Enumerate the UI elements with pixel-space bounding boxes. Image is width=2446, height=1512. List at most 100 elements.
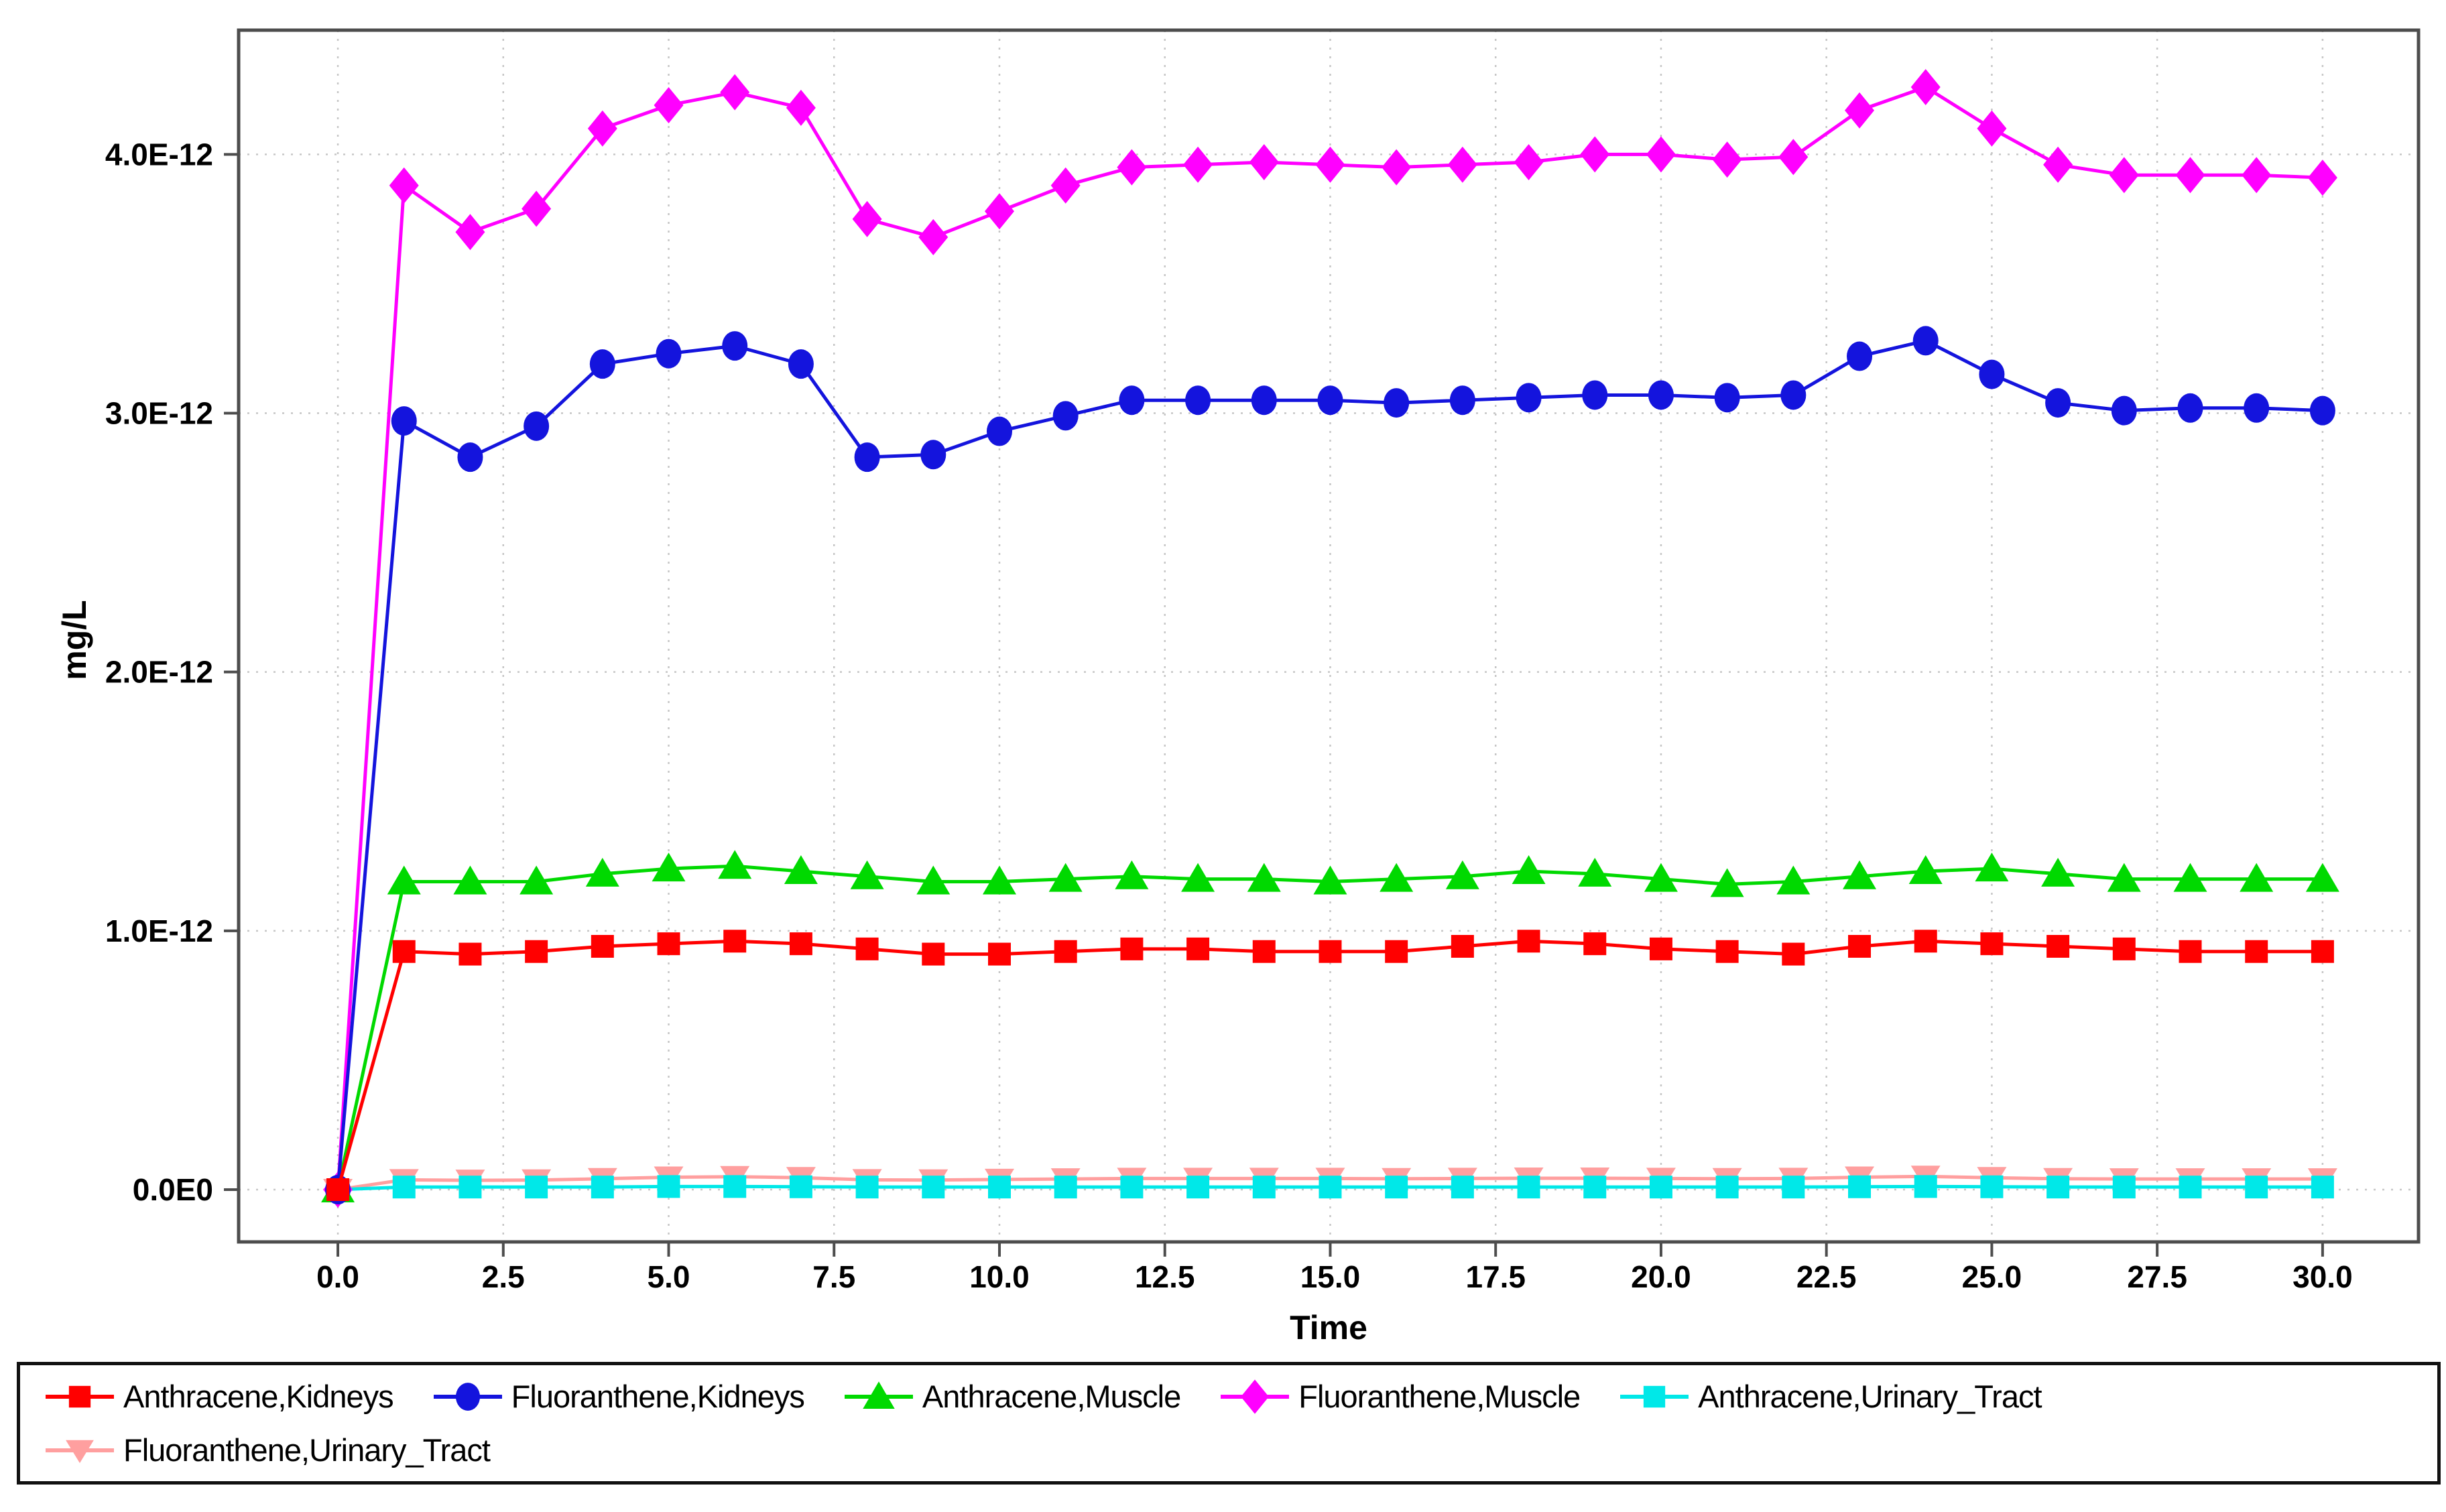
marker-circle xyxy=(1847,341,1873,371)
legend-item: Fluoranthene,Urinary_Tract xyxy=(43,1430,491,1470)
marker-square xyxy=(2311,1176,2334,1199)
marker-circle xyxy=(1052,401,1079,431)
marker-circle xyxy=(722,331,748,361)
marker-square xyxy=(789,932,812,956)
marker-circle xyxy=(920,440,946,470)
marker-diamond xyxy=(984,193,1014,230)
marker-circle xyxy=(1516,383,1542,413)
marker-square xyxy=(1583,1176,1607,1199)
legend-item-label: Fluoranthene,Kidneys xyxy=(511,1379,805,1414)
marker-triangle-up xyxy=(1313,865,1347,895)
marker-square xyxy=(723,930,747,953)
marker-square xyxy=(1914,930,1937,953)
legend-marker-circle-icon xyxy=(433,1382,502,1411)
marker-diamond xyxy=(1241,1379,1270,1414)
marker-triangle-up xyxy=(784,855,818,885)
y-tick-label: 1.0E-12 xyxy=(105,914,213,948)
plot-area: 0.0 2.5 5.0 7.5 10.0 12.5 15.0 17.5 20.0 22.5 25.0… xyxy=(56,28,2421,1346)
marker-diamond xyxy=(786,89,816,126)
marker-triangle-up xyxy=(1048,863,1083,892)
marker-square xyxy=(1715,1176,1739,1199)
marker-diamond xyxy=(1977,110,2007,147)
series-Anthracene,Urinary_Tract xyxy=(326,1175,2334,1201)
legend-marker-diamond-icon xyxy=(1221,1379,1290,1414)
x-axis-title: Time xyxy=(1290,1309,1367,1346)
marker-square xyxy=(922,942,945,966)
marker-triangle-up xyxy=(1445,860,1479,889)
legend-item: Anthracene,Muscle xyxy=(842,1377,1181,1417)
marker-square xyxy=(1451,1176,1474,1199)
series-line xyxy=(336,864,2323,1190)
marker-triangle-up xyxy=(982,865,1016,895)
marker-square xyxy=(1644,1385,1666,1407)
marker-square xyxy=(2112,937,2136,960)
marker-triangle-up xyxy=(1181,863,1215,892)
marker-diamond xyxy=(1249,143,1279,180)
marker-circle xyxy=(1648,380,1674,410)
legend-item-label: Anthracene,Urinary_Tract xyxy=(1698,1379,2042,1414)
series-line xyxy=(336,338,2323,1190)
marker-triangle-up xyxy=(2173,863,2207,892)
legend-item: Fluoranthene,Kidneys xyxy=(431,1377,805,1417)
marker-triangle-up xyxy=(1247,863,1281,892)
marker-triangle-up xyxy=(1380,863,1414,892)
marker-circle xyxy=(854,442,880,472)
marker-circle xyxy=(2177,393,2203,423)
x-tick-label: 15.0 xyxy=(1300,1259,1361,1294)
marker-square xyxy=(855,937,879,960)
marker-square xyxy=(2245,1176,2268,1199)
series-Anthracene,Kidneys xyxy=(326,930,2334,1201)
marker-diamond xyxy=(1910,68,1941,105)
marker-triangle-up xyxy=(1776,865,1811,895)
marker-square xyxy=(1252,940,1276,963)
gridlines xyxy=(239,30,2419,1242)
marker-square xyxy=(1980,1175,2004,1198)
x-tick-label: 27.5 xyxy=(2127,1259,2187,1294)
marker-square xyxy=(591,1176,614,1199)
marker-circle xyxy=(1912,326,1939,356)
x-tick-label: 7.5 xyxy=(812,1259,855,1294)
marker-square xyxy=(1848,935,1872,958)
marker-circle xyxy=(986,416,1012,446)
x-tick-label: 30.0 xyxy=(2292,1259,2353,1294)
marker-circle xyxy=(1582,380,1608,410)
legend-item-label: Anthracene,Kidneys xyxy=(123,1379,394,1414)
marker-square xyxy=(1385,940,1408,963)
marker-triangle-up xyxy=(585,857,619,887)
x-tick-label: 0.0 xyxy=(316,1259,359,1294)
marker-diamond xyxy=(1514,143,1544,180)
marker-diamond xyxy=(587,110,617,147)
plot-border xyxy=(237,28,2421,1244)
marker-diamond xyxy=(1447,146,1477,183)
marker-square xyxy=(2311,940,2334,963)
marker-triangle-up xyxy=(2240,863,2274,892)
marker-square xyxy=(591,935,614,958)
marker-square xyxy=(1385,1176,1408,1199)
marker-square xyxy=(2245,940,2268,963)
marker-triangle-up xyxy=(652,853,686,882)
series-line xyxy=(336,939,2323,1190)
y-axis-title: mg/L xyxy=(56,600,93,680)
marker-circle xyxy=(1317,385,1343,416)
marker-square xyxy=(789,1175,812,1198)
marker-diamond xyxy=(522,190,552,227)
marker-triangle-up xyxy=(1115,860,1149,889)
legend-item-label: Fluoranthene,Urinary_Tract xyxy=(123,1432,491,1468)
marker-square xyxy=(458,1176,482,1199)
marker-square xyxy=(525,1176,548,1199)
marker-diamond xyxy=(1712,141,1742,178)
marker-triangle-up xyxy=(2107,863,2141,892)
marker-square xyxy=(1649,937,1672,960)
marker-triangle-up xyxy=(2041,857,2075,887)
series-layer xyxy=(321,68,2339,1208)
marker-square xyxy=(657,932,680,956)
marker-square xyxy=(987,942,1011,966)
marker-diamond xyxy=(389,167,419,204)
marker-circle xyxy=(2111,395,2137,426)
marker-circle xyxy=(455,1382,480,1411)
x-tick-label: 10.0 xyxy=(969,1259,1030,1294)
y-tick-label: 0.0E0 xyxy=(133,1172,213,1207)
x-tick-label: 22.5 xyxy=(1796,1259,1857,1294)
y-tick-label: 3.0E-12 xyxy=(105,396,213,431)
